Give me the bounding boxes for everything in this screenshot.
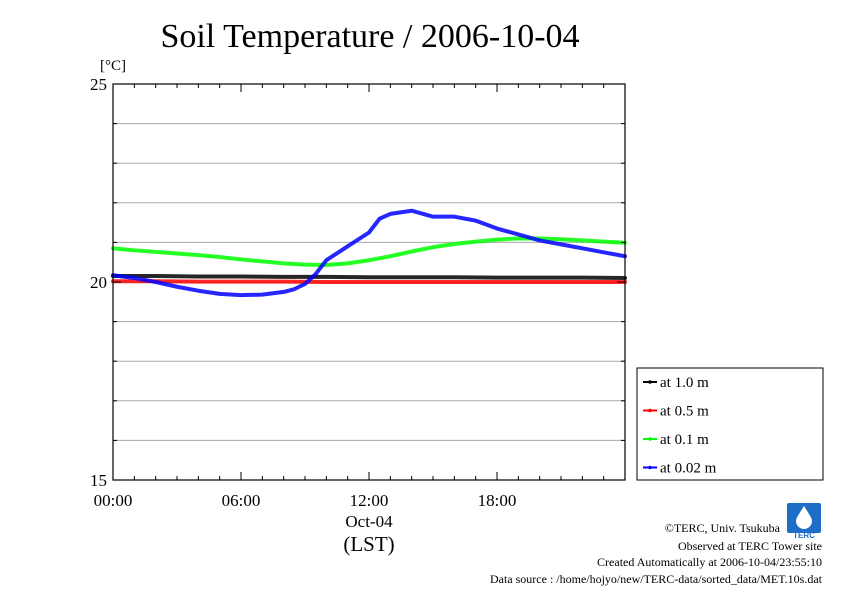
credit-site: Observed at TERC Tower site <box>678 539 822 553</box>
y-axis-unit: [°C] <box>100 58 126 74</box>
legend-label-at-1-0-m: at 1.0 m <box>660 375 709 391</box>
logo-drop-icon <box>796 506 812 529</box>
legend-marker-at-0-02-m <box>648 465 652 470</box>
series-lines <box>111 208 627 298</box>
x-tick-label: 06:00 <box>222 491 261 510</box>
legend-label-at-0-02-m: at 0.02 m <box>660 461 717 477</box>
legend-marker-at-0-5-m <box>648 408 652 413</box>
y-tick-label: 15 <box>90 471 107 490</box>
series-line-at-0-02-m <box>111 208 627 298</box>
legend-label-at-0-1-m: at 0.1 m <box>660 432 709 448</box>
x-tick-label: 00:00 <box>94 491 133 510</box>
logo-text: TERC <box>793 531 815 540</box>
series-line-at-0-5-m <box>111 279 627 284</box>
credit-copyright: ©TERC, Univ. Tsukuba <box>665 521 781 535</box>
x-tick-label: 18:00 <box>478 491 517 510</box>
terc-logo: TERC <box>787 503 821 540</box>
axis-ticks: 15 20 25 00:00 06:00 12:00 18:00 <box>90 75 626 510</box>
credit-created: Created Automatically at 2006-10-04/23:5… <box>597 555 822 569</box>
legend-label-at-0-5-m: at 0.5 m <box>660 404 709 420</box>
y-tick-label: 20 <box>90 273 107 292</box>
credit-source: Data source : /home/hojyo/new/TERC-data/… <box>490 572 823 586</box>
x-axis-title: (LST) <box>343 532 394 556</box>
legend-marker-at-0-1-m <box>648 437 652 441</box>
x-axis-date-label: Oct-04 <box>345 512 393 531</box>
legend-marker-at-1-0-m <box>648 380 652 384</box>
legend-box <box>636 367 824 481</box>
legend: at 1.0 m at 0.5 m at 0.1 m at 0.02 m <box>636 367 824 481</box>
x-tick-label: 12:00 <box>350 491 389 510</box>
y-tick-label: 25 <box>90 75 107 94</box>
series-line-at-1-0-m <box>111 274 627 281</box>
chart-title: Soil Temperature / 2006-10-04 <box>160 18 579 55</box>
